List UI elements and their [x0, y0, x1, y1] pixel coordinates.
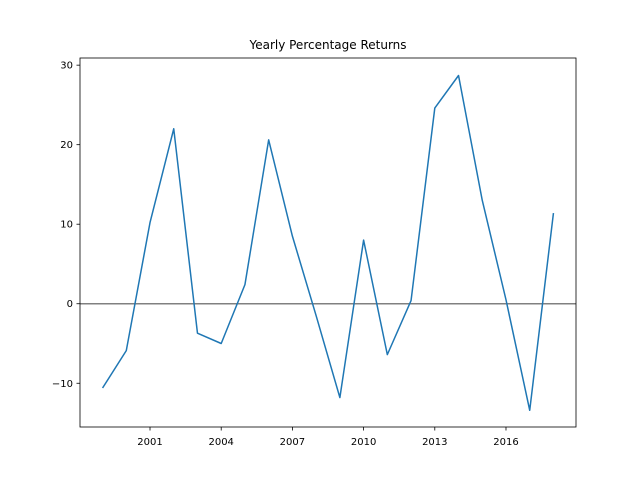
data-points [102, 75, 554, 411]
y-tick-label: −10 [52, 379, 73, 390]
y-tick-label: 20 [60, 140, 73, 151]
x-tick-label: 2016 [493, 437, 518, 448]
y-tick-label: 30 [60, 61, 73, 72]
x-tick-label: 2010 [351, 437, 376, 448]
x-tick-label: 2004 [208, 437, 233, 448]
plot-frame [79, 57, 577, 428]
x-tick-label: 2007 [280, 437, 305, 448]
y-axis-ticks: −10 0 10 20 30 [52, 61, 80, 390]
y-tick-label: 10 [60, 220, 73, 231]
x-axis-ticks: 2001 2004 2007 2010 2013 2016 [137, 427, 519, 448]
x-tick-label: 2001 [137, 437, 162, 448]
y-tick-label: 0 [67, 299, 73, 310]
series-line [101, 74, 555, 412]
chart-title: Yearly Percentage Returns [248, 38, 406, 52]
x-tick-label: 2013 [422, 437, 447, 448]
